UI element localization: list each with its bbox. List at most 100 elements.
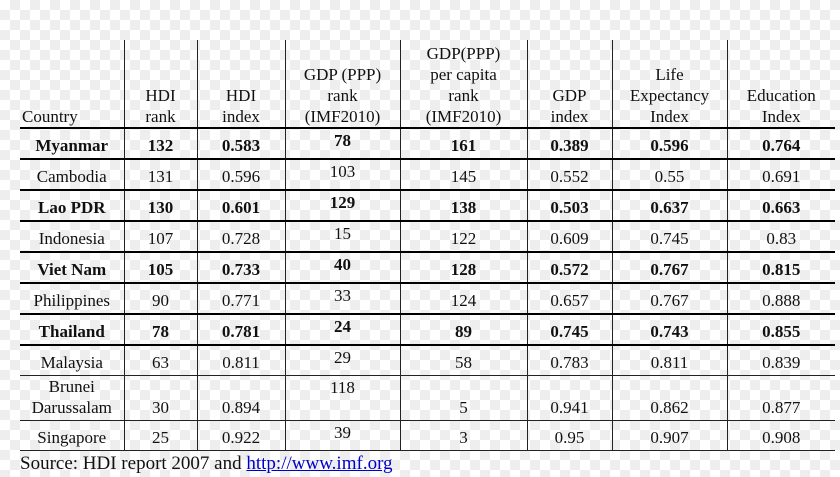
value-cell: 0.601 <box>196 190 285 222</box>
value-cell: 131 <box>123 159 197 191</box>
value-cell: 39 <box>284 420 400 451</box>
value-cell: 3 <box>399 420 527 451</box>
table-row: Indonesia 107 0.728 15 122 0.609 0.745 0.83 <box>20 221 835 253</box>
value-cell: 24 <box>284 314 400 346</box>
country-cell: Indonesia <box>20 221 124 253</box>
country-cell: Thailand <box>20 314 124 346</box>
value-cell: 90 <box>123 283 197 315</box>
value-cell: 30 <box>123 375 197 421</box>
header-row: Country HDI rank HDI index GDP (PPP) rank (… <box>20 40 835 129</box>
column-header: GDP index <box>526 40 612 129</box>
column-header: HDI rank <box>123 40 197 129</box>
value-cell: 0.596 <box>611 128 727 160</box>
value-cell: 33 <box>284 283 400 315</box>
value-cell: 0.389 <box>526 128 612 160</box>
value-cell: 0.691 <box>726 159 835 191</box>
country-cell: Philippines <box>20 283 124 315</box>
value-cell: 0.771 <box>196 283 285 315</box>
value-cell: 0.745 <box>611 221 727 253</box>
column-header: Education Index <box>726 40 835 129</box>
country-cell: Viet Nam <box>20 252 124 284</box>
value-cell: 0.815 <box>726 252 835 284</box>
value-cell: 0.764 <box>726 128 835 160</box>
table-row: Myanmar 132 0.583 78 161 0.389 0.596 0.764 <box>20 128 835 160</box>
value-cell: 89 <box>399 314 527 346</box>
value-cell: 0.55 <box>611 159 727 191</box>
column-header: GDP(PPP) per capita rank (IMF2010) <box>399 40 527 129</box>
value-cell: 0.743 <box>611 314 727 346</box>
value-cell: 132 <box>123 128 197 160</box>
value-cell: 0.862 <box>611 375 727 421</box>
table-row: Singapore 25 0.922 39 3 0.95 0.907 0.908 <box>20 420 835 451</box>
column-header: Country <box>20 40 124 129</box>
value-cell: 0.609 <box>526 221 612 253</box>
value-cell: 0.503 <box>526 190 612 222</box>
value-cell: 0.728 <box>196 221 285 253</box>
column-header: Life Expectancy Index <box>611 40 727 129</box>
value-cell: 0.583 <box>196 128 285 160</box>
value-cell: 0.745 <box>526 314 612 346</box>
column-header: HDI index <box>196 40 285 129</box>
value-cell: 0.888 <box>726 283 835 315</box>
table-row: Viet Nam 105 0.733 40 128 0.572 0.767 0.815 <box>20 252 835 284</box>
value-cell: 128 <box>399 252 527 284</box>
value-cell: 0.855 <box>726 314 835 346</box>
value-cell: 103 <box>284 159 400 191</box>
table-row: Lao PDR 130 0.601 129 138 0.503 0.637 0.663 <box>20 190 835 222</box>
value-cell: 0.767 <box>611 252 727 284</box>
value-cell: 0.637 <box>611 190 727 222</box>
value-cell: 63 <box>123 345 197 376</box>
value-cell: 0.922 <box>196 420 285 451</box>
country-cell: Singapore <box>20 420 124 451</box>
value-cell: 0.767 <box>611 283 727 315</box>
value-cell: 161 <box>399 128 527 160</box>
table-row: Thailand 78 0.781 24 89 0.745 0.743 0.855 <box>20 314 835 346</box>
value-cell: 0.733 <box>196 252 285 284</box>
table-row: Cambodia 131 0.596 103 145 0.552 0.55 0.691 <box>20 159 835 191</box>
value-cell: 118 <box>284 375 400 421</box>
value-cell: 129 <box>284 190 400 222</box>
country-cell: Malaysia <box>20 345 124 376</box>
value-cell: 0.663 <box>726 190 835 222</box>
country-cell: Cambodia <box>20 159 124 191</box>
page: Country HDI rank HDI index GDP (PPP) rank (… <box>20 40 835 475</box>
value-cell: 0.95 <box>526 420 612 451</box>
value-cell: 0.941 <box>526 375 612 421</box>
country-cell: Brunei Darussalam <box>20 375 124 421</box>
value-cell: 58 <box>399 345 527 376</box>
value-cell: 15 <box>284 221 400 253</box>
value-cell: 0.894 <box>196 375 285 421</box>
value-cell: 25 <box>123 420 197 451</box>
country-cell: Myanmar <box>20 128 124 160</box>
source-text: Source: HDI report 2007 and <box>20 453 247 474</box>
value-cell: 0.839 <box>726 345 835 376</box>
value-cell: 0.907 <box>611 420 727 451</box>
value-cell: 0.657 <box>526 283 612 315</box>
value-cell: 0.811 <box>196 345 285 376</box>
value-cell: 0.877 <box>726 375 835 421</box>
country-cell: Lao PDR <box>20 190 124 222</box>
value-cell: 0.811 <box>611 345 727 376</box>
value-cell: 40 <box>284 252 400 284</box>
value-cell: 122 <box>399 221 527 253</box>
value-cell: 0.781 <box>196 314 285 346</box>
value-cell: 124 <box>399 283 527 315</box>
value-cell: 0.552 <box>526 159 612 191</box>
value-cell: 78 <box>123 314 197 346</box>
value-cell: 138 <box>399 190 527 222</box>
source-link[interactable]: http://www.imf.org <box>246 453 393 474</box>
table-row: Brunei Darussalam 30 0.894 118 5 0.941 0.862 0.… <box>20 375 835 421</box>
column-header: GDP (PPP) rank (IMF2010) <box>284 40 400 129</box>
table-row: Philippines 90 0.771 33 124 0.657 0.767 0.888 <box>20 283 835 315</box>
value-cell: 145 <box>399 159 527 191</box>
value-cell: 29 <box>284 345 400 376</box>
value-cell: 0.572 <box>526 252 612 284</box>
value-cell: 5 <box>399 375 527 421</box>
value-cell: 105 <box>123 252 197 284</box>
table-row: Malaysia 63 0.811 29 58 0.783 0.811 0.839 <box>20 345 835 376</box>
value-cell: 0.83 <box>726 221 835 253</box>
hdi-table: Country HDI rank HDI index GDP (PPP) rank (… <box>20 40 835 451</box>
value-cell: 0.908 <box>726 420 835 451</box>
value-cell: 107 <box>123 221 197 253</box>
value-cell: 130 <box>123 190 197 222</box>
